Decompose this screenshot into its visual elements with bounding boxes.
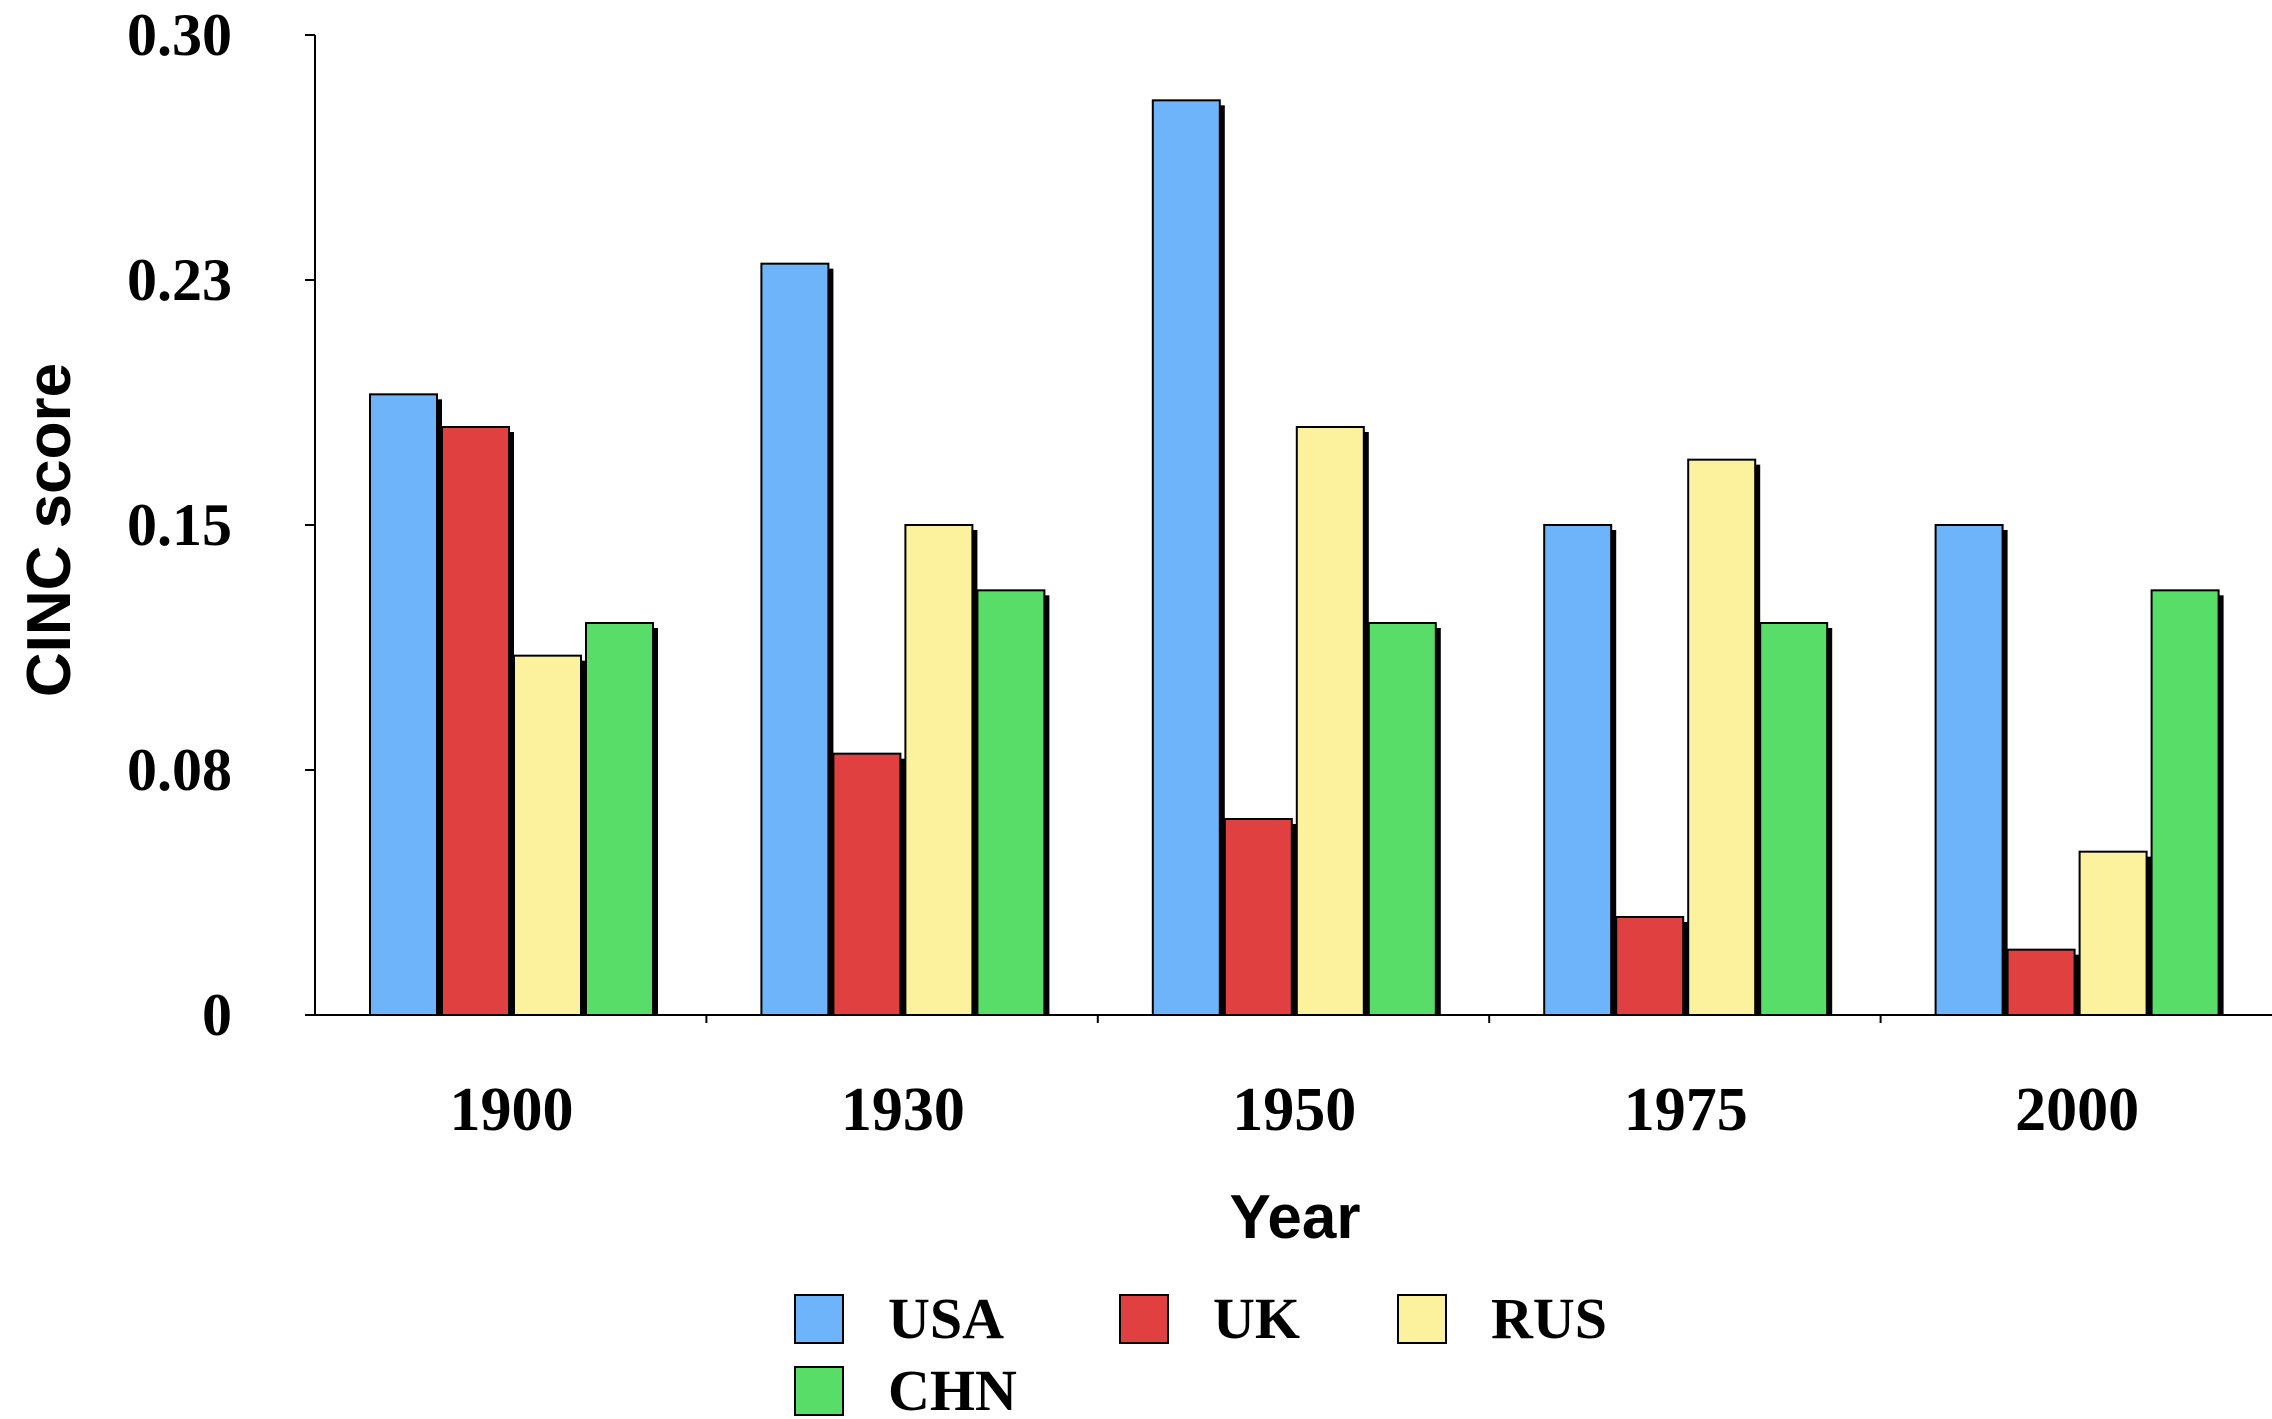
- bars: [369, 99, 2224, 1023]
- bar-rus-1950: [1295, 426, 1365, 1016]
- x-tick-label: 1950: [1232, 1076, 1356, 1144]
- x-tick-label: 1975: [1624, 1076, 1748, 1144]
- bar-uk-2000: [2006, 948, 2076, 1017]
- y-tick-label: 0.15: [127, 492, 232, 558]
- bar-rus-1975: [1687, 458, 1757, 1016]
- legend-label-uk: UK: [1213, 1286, 1300, 1351]
- bar-chn-1900: [585, 622, 654, 1016]
- legend-swatch-chn: [794, 1366, 844, 1416]
- legend-label-chn: CHN: [888, 1358, 1017, 1419]
- bar-usa-1975: [1543, 524, 1613, 1016]
- x-axis-title: Year: [1229, 1183, 1360, 1252]
- legend-swatch-uk: [1119, 1294, 1169, 1344]
- bar-chn-2000: [2150, 589, 2220, 1016]
- bar-rus-2000: [2078, 850, 2148, 1017]
- bar-uk-1950: [1223, 818, 1293, 1016]
- bar-rus-1930: [904, 524, 974, 1016]
- bar-usa-2000: [1934, 524, 2004, 1016]
- bar-usa-1950: [1151, 99, 1221, 1017]
- legend-swatch-usa: [794, 1294, 844, 1344]
- y-tick-label: 0.30: [127, 2, 232, 68]
- bar-rus-1900: [513, 654, 582, 1017]
- bar-chn-1975: [1759, 622, 1829, 1016]
- y-tick-label: 0.08: [127, 737, 232, 803]
- bar-uk-1900: [441, 426, 510, 1016]
- legend: USA UK RUS CHN: [794, 1286, 1607, 1419]
- bar-usa-1930: [760, 262, 830, 1016]
- bar-uk-1930: [832, 752, 902, 1017]
- y-tick-label: 0: [202, 982, 232, 1048]
- y-axis-title: CINC score: [15, 363, 84, 697]
- legend-swatch-rus: [1397, 1294, 1447, 1344]
- x-axis-tick-labels: 1900 1930 1950 1975 2000: [450, 1076, 2140, 1144]
- bar-chn-1930: [976, 589, 1046, 1016]
- legend-label-rus: RUS: [1491, 1286, 1607, 1351]
- y-tick-label: 0.23: [127, 247, 232, 313]
- legend-label-usa: USA: [888, 1286, 1004, 1351]
- x-tick-label: 1900: [450, 1076, 574, 1144]
- bar-usa-1900: [369, 393, 438, 1017]
- y-axis-ticks: 0 0.08 0.15 0.23 0.30: [127, 2, 315, 1048]
- bar-chn-1950: [1367, 622, 1437, 1016]
- bar-uk-1975: [1615, 916, 1685, 1016]
- x-tick-label: 1930: [841, 1076, 965, 1144]
- x-tick-label: 2000: [2015, 1076, 2139, 1144]
